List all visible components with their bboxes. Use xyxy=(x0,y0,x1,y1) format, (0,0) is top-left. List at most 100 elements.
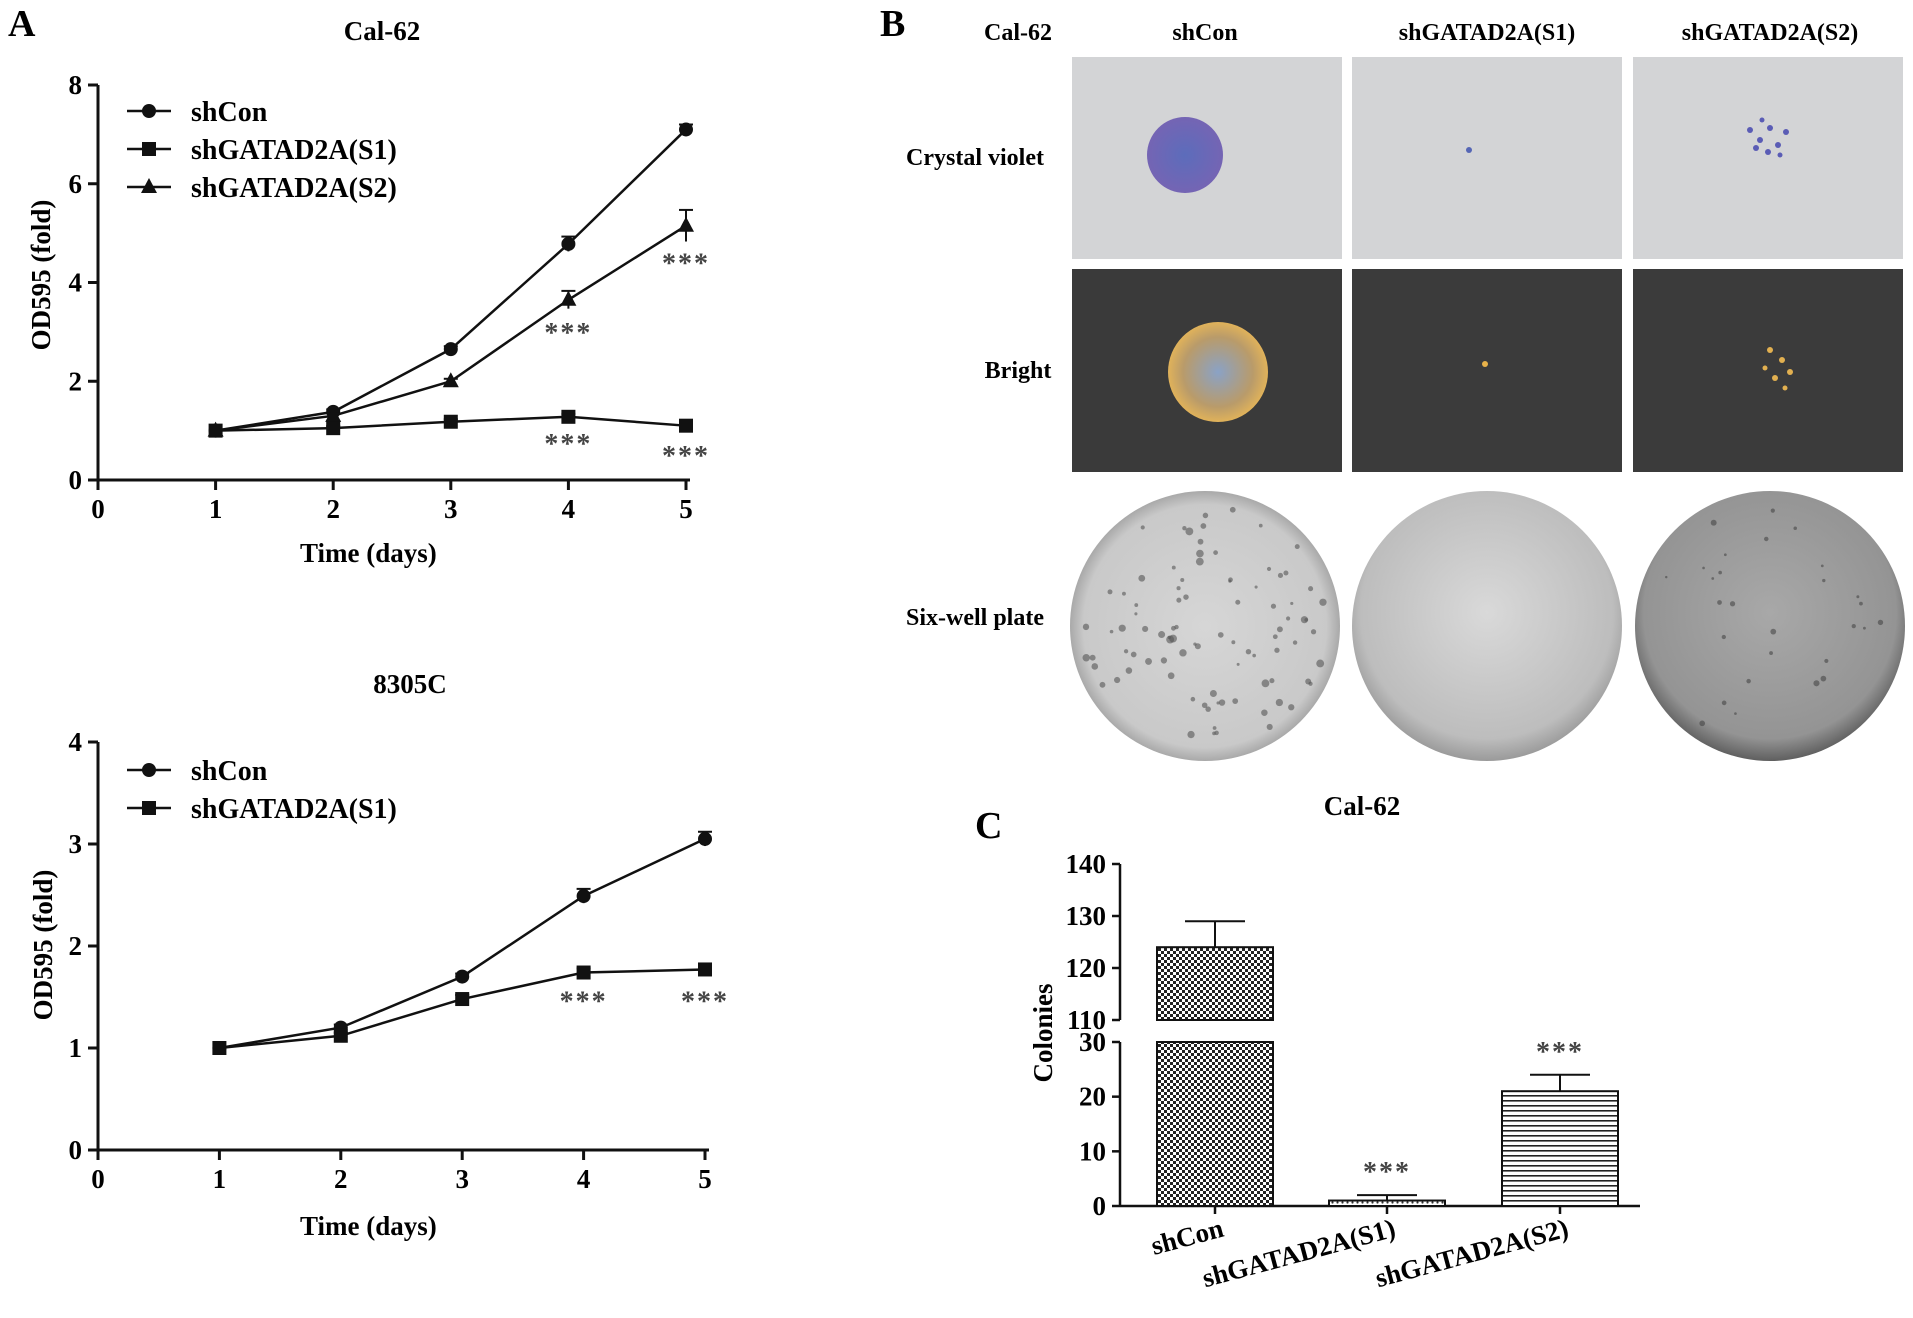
colony-dot xyxy=(1793,526,1797,530)
legend-marker xyxy=(141,178,157,193)
colony-dot xyxy=(1158,631,1166,639)
legend-label: shGATAD2A(S2) xyxy=(191,173,397,204)
x-tick-label: 1 xyxy=(209,494,223,524)
x-tick-label: shGATAD2A(S2) xyxy=(1372,1213,1572,1293)
colony-dot xyxy=(1863,626,1866,630)
series-line xyxy=(215,224,687,432)
legend-marker xyxy=(142,104,156,118)
colony-dot xyxy=(1142,625,1149,633)
data-point xyxy=(326,421,341,436)
colony-dot xyxy=(1212,726,1217,730)
crystal-violet-s2-colony xyxy=(1747,117,1789,158)
chart2-title: 8305C xyxy=(373,669,447,699)
colony-dot xyxy=(1721,634,1726,640)
colony-dot xyxy=(1721,700,1727,706)
data-point xyxy=(325,406,342,422)
y-tick-label: 140 xyxy=(1066,849,1107,879)
x-tick-label: 4 xyxy=(577,1164,591,1194)
colony-dot xyxy=(1319,598,1327,606)
significance-label: *** xyxy=(560,986,608,1017)
colony-dot xyxy=(1859,601,1863,606)
colony-dot xyxy=(1769,651,1773,655)
crystal-violet-s1-colony xyxy=(1466,147,1472,153)
colony-dot xyxy=(1710,519,1717,526)
colony-dot xyxy=(1245,648,1252,655)
x-tick-label: 5 xyxy=(679,494,693,524)
data-point xyxy=(443,414,458,429)
significance-label: *** xyxy=(662,441,710,472)
colony-dot xyxy=(1310,629,1317,635)
colony-dot xyxy=(1702,566,1705,570)
colony-dot xyxy=(1125,667,1133,674)
bar xyxy=(1501,1090,1619,1207)
grid-col-label-s1: shGATAD2A(S1) xyxy=(1399,20,1575,46)
data-point xyxy=(455,969,470,984)
colony-dot xyxy=(1187,730,1195,739)
colony-dot xyxy=(1236,662,1240,666)
y-tick-label: 110 xyxy=(1067,1005,1106,1035)
colony-dot xyxy=(1283,570,1289,576)
colony-dot xyxy=(1270,603,1277,609)
colony-dot xyxy=(1294,544,1300,550)
colony-dot xyxy=(1308,586,1314,592)
colony-dot xyxy=(1118,624,1126,632)
bright-s2-colony xyxy=(1762,347,1793,391)
significance-label: *** xyxy=(1536,1037,1584,1068)
chart2-ylabel: OD595 (fold) xyxy=(28,870,58,1021)
x-tick-label: 4 xyxy=(562,494,576,524)
colony-dot xyxy=(1145,657,1152,665)
data-point xyxy=(576,965,591,980)
x-tick-label: shGATAD2A(S1) xyxy=(1199,1213,1399,1293)
colony-dot xyxy=(1180,577,1185,582)
panel-letter-c: C xyxy=(975,805,1002,847)
data-point xyxy=(561,236,576,251)
chart3-ylabel: Colonies xyxy=(1028,983,1058,1082)
bright-s1-colony xyxy=(1482,361,1488,367)
colony-dot xyxy=(1824,658,1829,663)
significance-label: *** xyxy=(681,986,729,1017)
colony-dot xyxy=(1723,553,1727,557)
colony-dot xyxy=(1770,508,1775,513)
colony-dot xyxy=(1201,702,1208,709)
colony-dot xyxy=(1138,574,1146,582)
colony-dot xyxy=(1308,681,1313,686)
y-tick-label: 2 xyxy=(69,931,83,961)
colony-dot xyxy=(1851,623,1856,629)
colony-dot xyxy=(1123,649,1129,654)
grid-cell-line-label: Cal-62 xyxy=(984,20,1052,46)
colony-dot xyxy=(1290,601,1294,606)
significance-label: *** xyxy=(544,429,592,460)
colony-dot xyxy=(1134,612,1138,616)
colony-dot xyxy=(1167,672,1175,680)
colony-dot xyxy=(1286,616,1291,621)
colony-dot xyxy=(1813,680,1820,687)
colony-dot xyxy=(1195,557,1204,566)
colony-dot xyxy=(1276,626,1283,633)
colony-dot xyxy=(1820,564,1824,568)
grid-row-label-crystal-violet: Crystal violet xyxy=(906,145,1044,171)
bar xyxy=(1156,946,1274,1022)
x-tick-label: 3 xyxy=(444,494,458,524)
six-well-shcon-colonies xyxy=(1082,506,1327,739)
colony-dot xyxy=(1252,653,1256,658)
colony-dot xyxy=(1218,699,1226,706)
colony-dot xyxy=(1176,586,1181,591)
colony-dot xyxy=(1316,659,1325,668)
y-tick-label: 0 xyxy=(69,465,83,495)
colony-dot xyxy=(1213,550,1218,556)
colony-dot xyxy=(1288,704,1295,711)
bright-s2-image xyxy=(1633,269,1903,472)
colony-dot xyxy=(1232,698,1239,704)
y-tick-label: 4 xyxy=(69,268,83,298)
y-tick-label: 30 xyxy=(1079,1027,1106,1057)
colony-dot xyxy=(1266,723,1273,731)
data-point xyxy=(442,372,459,388)
colony-dot xyxy=(1272,634,1278,640)
x-tick-label: 5 xyxy=(698,1164,712,1194)
chart1-title: Cal-62 xyxy=(344,16,421,46)
data-point xyxy=(698,962,712,977)
data-point xyxy=(679,418,693,433)
x-tick-label: 2 xyxy=(326,494,340,524)
